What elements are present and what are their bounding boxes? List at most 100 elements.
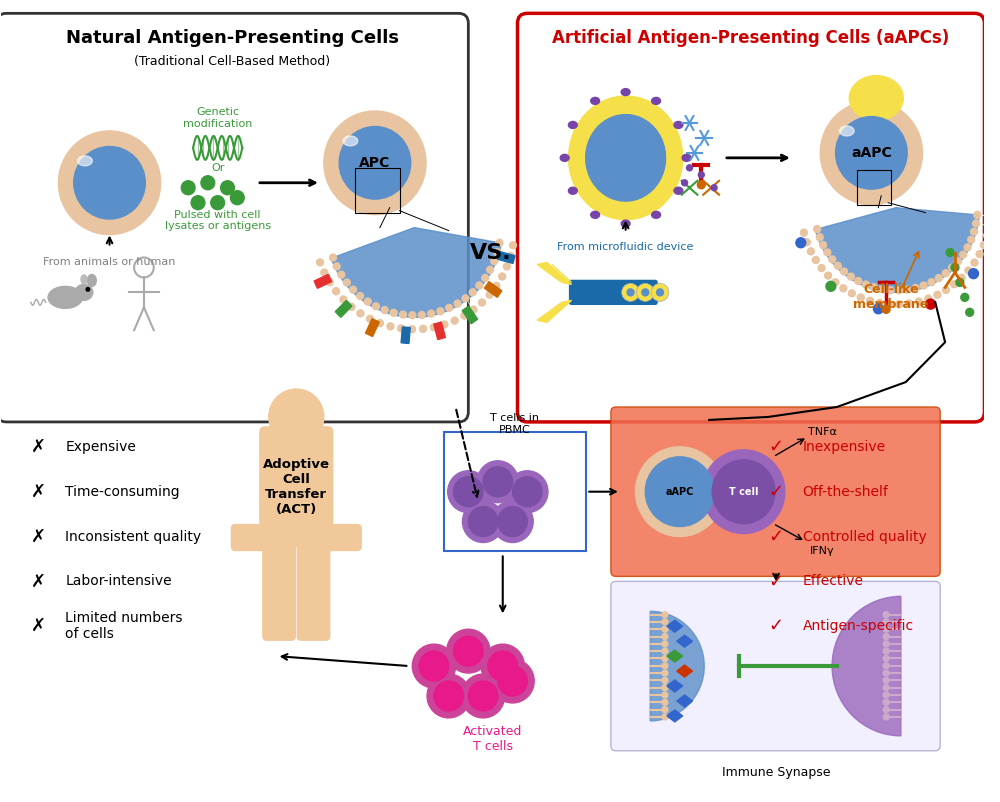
Circle shape xyxy=(912,285,919,291)
Circle shape xyxy=(635,447,724,537)
Circle shape xyxy=(883,714,889,720)
Bar xyxy=(335,301,352,318)
Text: Controlled quality: Controlled quality xyxy=(803,529,926,544)
Circle shape xyxy=(984,233,991,239)
Circle shape xyxy=(418,311,425,318)
Ellipse shape xyxy=(568,121,577,128)
Ellipse shape xyxy=(836,116,907,189)
Circle shape xyxy=(682,180,688,186)
FancyBboxPatch shape xyxy=(260,427,333,546)
Bar xyxy=(857,170,891,205)
Ellipse shape xyxy=(81,275,87,284)
Circle shape xyxy=(965,267,972,274)
Circle shape xyxy=(820,241,827,249)
Circle shape xyxy=(507,253,514,260)
Circle shape xyxy=(662,648,668,654)
Ellipse shape xyxy=(627,289,634,296)
Circle shape xyxy=(447,630,490,673)
Circle shape xyxy=(461,312,468,319)
Circle shape xyxy=(969,269,978,278)
Ellipse shape xyxy=(324,111,426,215)
Circle shape xyxy=(906,300,913,307)
Circle shape xyxy=(980,241,987,249)
FancyBboxPatch shape xyxy=(297,533,330,640)
Circle shape xyxy=(920,282,927,289)
Circle shape xyxy=(479,299,485,306)
Polygon shape xyxy=(667,680,683,692)
Ellipse shape xyxy=(78,156,92,166)
Text: ✗: ✗ xyxy=(31,438,46,456)
FancyBboxPatch shape xyxy=(444,432,586,552)
Circle shape xyxy=(477,461,518,503)
Circle shape xyxy=(960,251,967,258)
Bar xyxy=(484,282,502,298)
Ellipse shape xyxy=(682,154,691,161)
Text: Time-consuming: Time-consuming xyxy=(65,484,180,499)
Circle shape xyxy=(991,221,1000,230)
Circle shape xyxy=(468,507,498,537)
Text: ✗: ✗ xyxy=(31,483,46,500)
Circle shape xyxy=(366,315,373,322)
Ellipse shape xyxy=(569,96,683,220)
Circle shape xyxy=(935,274,942,282)
Circle shape xyxy=(491,659,534,703)
Circle shape xyxy=(883,612,889,618)
Circle shape xyxy=(712,460,775,524)
Text: aAPC: aAPC xyxy=(851,146,892,160)
Circle shape xyxy=(988,213,994,220)
Circle shape xyxy=(446,305,453,311)
Circle shape xyxy=(496,239,503,246)
Circle shape xyxy=(491,257,498,265)
Circle shape xyxy=(876,299,883,306)
Circle shape xyxy=(420,326,426,332)
Circle shape xyxy=(971,259,978,266)
Circle shape xyxy=(662,714,668,720)
Circle shape xyxy=(814,225,821,233)
Circle shape xyxy=(181,180,195,195)
Circle shape xyxy=(428,310,435,317)
Wedge shape xyxy=(832,597,901,736)
Circle shape xyxy=(698,172,704,178)
Text: (Traditional Cell-Based Method): (Traditional Cell-Based Method) xyxy=(134,55,330,67)
Circle shape xyxy=(662,699,668,705)
Circle shape xyxy=(855,277,862,285)
Circle shape xyxy=(340,296,347,303)
Circle shape xyxy=(636,283,654,302)
Circle shape xyxy=(896,301,903,308)
Circle shape xyxy=(934,291,941,298)
Circle shape xyxy=(702,450,785,533)
Text: ✓: ✓ xyxy=(768,438,783,456)
Circle shape xyxy=(498,666,527,696)
Bar xyxy=(314,274,332,288)
Circle shape xyxy=(333,263,340,270)
Circle shape xyxy=(390,310,397,316)
Text: APC: APC xyxy=(359,156,391,170)
Circle shape xyxy=(883,634,889,639)
Circle shape xyxy=(870,284,877,291)
Circle shape xyxy=(454,476,483,507)
Ellipse shape xyxy=(343,136,358,146)
Circle shape xyxy=(510,241,516,249)
FancyBboxPatch shape xyxy=(570,281,657,304)
Circle shape xyxy=(956,278,964,286)
Circle shape xyxy=(895,287,902,294)
Circle shape xyxy=(269,389,324,445)
Circle shape xyxy=(350,286,357,293)
Ellipse shape xyxy=(48,286,82,308)
Text: Effective: Effective xyxy=(803,574,864,589)
Text: ✗: ✗ xyxy=(31,528,46,545)
FancyBboxPatch shape xyxy=(517,14,984,422)
Circle shape xyxy=(461,674,505,718)
Circle shape xyxy=(834,262,841,269)
Circle shape xyxy=(387,323,394,330)
Circle shape xyxy=(434,681,463,711)
Ellipse shape xyxy=(591,211,600,218)
Circle shape xyxy=(971,228,977,235)
Circle shape xyxy=(201,176,215,190)
FancyBboxPatch shape xyxy=(231,525,271,550)
Ellipse shape xyxy=(674,187,683,194)
Text: Limited numbers
of cells: Limited numbers of cells xyxy=(65,611,183,642)
Circle shape xyxy=(832,279,839,286)
Circle shape xyxy=(462,500,504,542)
Text: aAPC: aAPC xyxy=(666,487,694,496)
